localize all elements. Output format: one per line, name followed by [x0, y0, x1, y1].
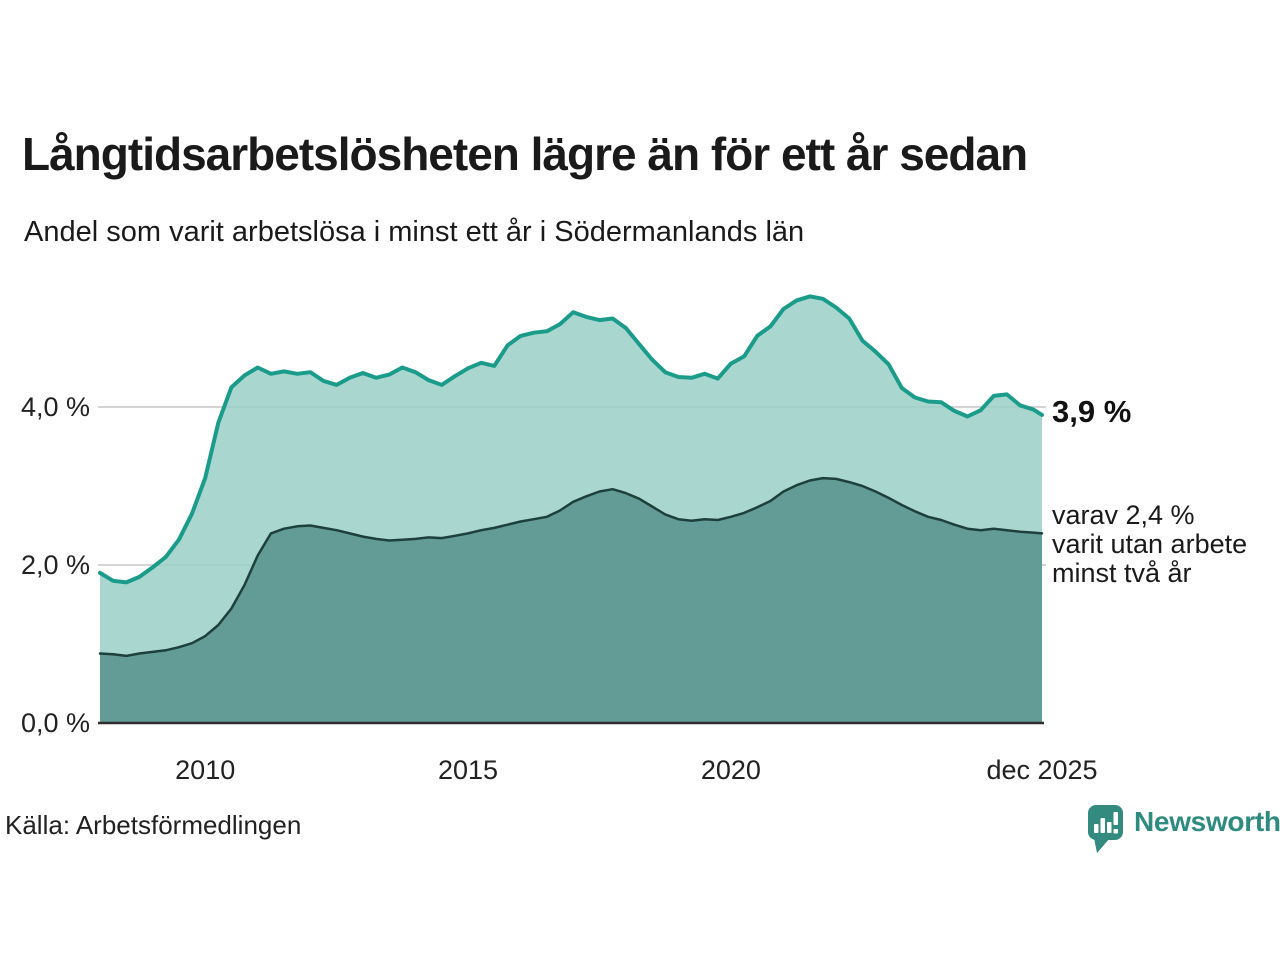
series-area-two-years [100, 478, 1042, 723]
latest-value-label: 3,9 % [1052, 394, 1132, 429]
y-tick-label-2pct: 2,0 % [21, 550, 90, 580]
page-title: Långtidsarbetslösheten lägre än för ett … [22, 128, 1028, 180]
secondary-value-line: varit utan arbete [1052, 529, 1248, 559]
series-line-two-years [98, 476, 1044, 658]
source-label: Källa: Arbetsförmedlingen [5, 810, 302, 840]
secondary-value-line: minst två år [1052, 558, 1192, 588]
y-tick-label-4pct: 4,0 % [21, 392, 90, 422]
x-tick-label-2010: 2010 [175, 755, 235, 785]
secondary-value-label: varav 2,4 % varit utan arbete minst två … [1052, 501, 1247, 588]
x-tick-label-2015: 2015 [438, 755, 498, 785]
series-line-one-year [98, 294, 1044, 585]
secondary-value-line: varav 2,4 % [1052, 500, 1195, 530]
page-subtitle: Andel som varit arbetslösa i minst ett å… [24, 216, 805, 248]
newsworthy-logo-text: Newsworthy [1134, 806, 1280, 837]
newsworthy-logo: Newsworthy [1087, 803, 1280, 855]
y-tick-label-0pct: 0,0 % [21, 708, 90, 738]
x-tick-label-dec-2025: dec 2025 [986, 755, 1097, 785]
x-tick-label-2020: 2020 [701, 755, 761, 785]
newsworthy-bubble-barchart-icon [1088, 805, 1123, 853]
